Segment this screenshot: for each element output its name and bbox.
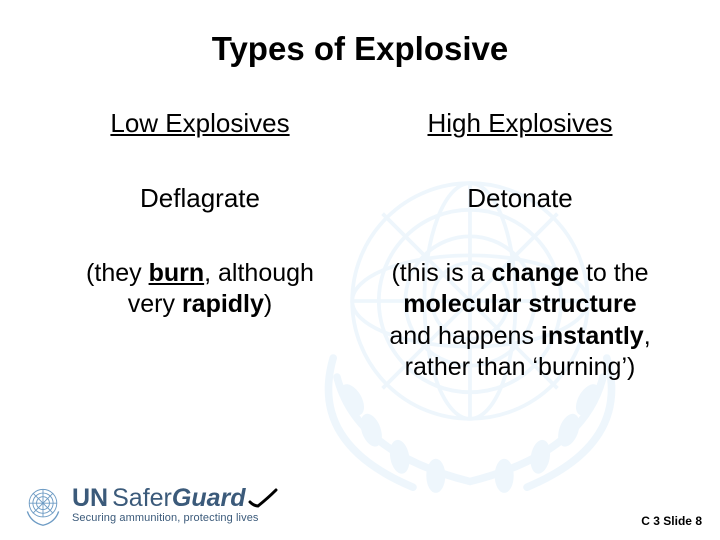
org-safer: Safer <box>112 486 172 511</box>
t: (this is a <box>391 259 491 287</box>
right-term: Detonate <box>380 183 660 214</box>
t: and happens <box>389 322 541 350</box>
t: (they <box>86 259 149 287</box>
checkmark-swoosh-icon <box>248 488 278 510</box>
left-column: Low Explosives Deflagrate (they burn, al… <box>60 108 340 383</box>
right-heading: High Explosives <box>380 108 660 139</box>
slide-content: Types of Explosive Low Explosives Deflag… <box>0 0 720 540</box>
slide-number: C 3 Slide 8 <box>641 514 702 528</box>
footer-logo: UN SaferGuard Securing ammunition, prote… <box>20 482 278 528</box>
org-guard: Guard <box>172 486 246 511</box>
left-desc: (they burn, although very rapidly) <box>60 258 340 321</box>
left-term: Deflagrate <box>60 183 340 214</box>
org-text: UN SaferGuard Securing ammunition, prote… <box>72 486 278 524</box>
un-emblem-small-icon <box>20 482 66 528</box>
org-un: UN <box>72 486 108 511</box>
org-name: UN SaferGuard <box>72 486 278 511</box>
right-column: High Explosives Detonate (this is a chan… <box>380 108 660 383</box>
right-desc-change: change <box>492 259 580 287</box>
columns: Low Explosives Deflagrate (they burn, al… <box>0 108 720 383</box>
right-desc: (this is a change to the molecular struc… <box>380 258 660 383</box>
left-desc-rapidly: rapidly <box>182 290 264 318</box>
org-tagline: Securing ammunition, protecting lives <box>72 513 278 524</box>
t: ) <box>264 290 272 318</box>
right-desc-inst: instantly <box>541 322 644 350</box>
left-desc-burn: burn <box>149 259 205 287</box>
slide-title: Types of Explosive <box>0 0 720 108</box>
t: to the <box>579 259 649 287</box>
left-heading: Low Explosives <box>60 108 340 139</box>
right-desc-mol: molecular structure <box>403 290 636 318</box>
